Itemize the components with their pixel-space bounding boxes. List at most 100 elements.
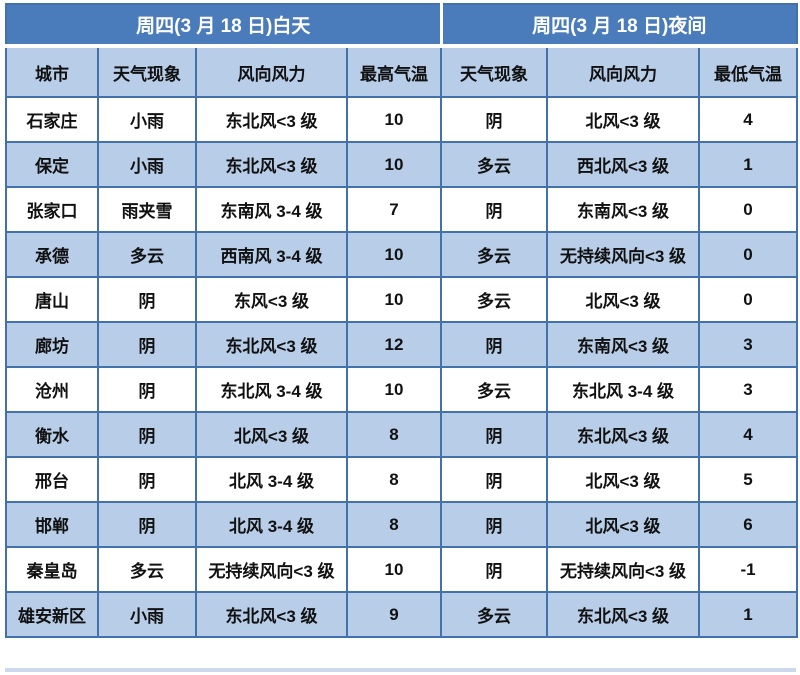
value-cell: 10 [345,276,443,323]
value-cell: 多云 [97,231,197,278]
city-cell: 唐山 [5,276,99,323]
column-header-3: 最高气温 [345,45,443,98]
value-cell: 东南风<3 级 [546,186,701,233]
value-cell: 东北风<3 级 [195,321,348,368]
value-cell: 北风 3-4 级 [195,456,348,503]
value-cell: 东北风<3 级 [546,591,701,638]
value-cell: 12 [345,321,443,368]
value-cell: 8 [345,501,443,548]
value-cell: 北风 3-4 级 [195,501,348,548]
column-header-6: 最低气温 [698,45,799,98]
value-cell: 8 [345,411,443,458]
value-cell: 东北风<3 级 [195,141,348,188]
value-cell: 阴 [440,501,549,548]
value-cell: 无持续风向<3 级 [195,546,348,593]
value-cell: 无持续风向<3 级 [546,546,701,593]
city-cell: 保定 [5,141,99,188]
value-cell: 小雨 [97,96,197,143]
value-cell: 东北风<3 级 [546,411,701,458]
city-cell: 秦皇岛 [5,546,99,593]
table-row: 秦皇岛 多云 无持续风向<3 级 10 阴无持续风向<3 级 -1 [5,546,799,593]
value-cell: 小雨 [97,141,197,188]
table-body: 石家庄 小雨 东北风<3 级 10 阴北风<3 级 4 保定 小雨 东北风<3 级 10 多云 西北风… [5,96,799,638]
value-cell: 10 [345,546,443,593]
value-cell: 东北风 3-4 级 [195,366,348,413]
partial-next-row [5,668,796,672]
value-cell: 阴 [97,366,197,413]
value-cell: 阴 [440,96,549,143]
value-cell: 0 [698,231,799,278]
value-cell: 阴 [97,321,197,368]
value-cell: 北风<3 级 [546,276,701,323]
value-cell: 东南风<3 级 [546,321,701,368]
city-cell: 承德 [5,231,99,278]
value-cell: 北风<3 级 [546,456,701,503]
day-band-header: 周四(3 月 18 日)白天 [4,3,443,48]
column-header-0: 城市 [5,45,99,98]
value-cell: 阴 [440,321,549,368]
value-cell: 阴 [440,186,549,233]
value-cell: 8 [345,456,443,503]
value-cell: 4 [698,96,799,143]
value-cell: 10 [345,141,443,188]
city-cell: 沧州 [5,366,99,413]
value-cell: 3 [698,321,799,368]
value-cell: 阴 [97,456,197,503]
value-cell: 9 [345,591,443,638]
value-cell: 10 [345,96,443,143]
value-cell: 北风<3 级 [195,411,348,458]
value-cell: 多云 [440,276,549,323]
value-cell: 雨夹雪 [97,186,197,233]
value-cell: 多云 [440,591,549,638]
value-cell: 东风<3 级 [195,276,348,323]
value-cell: 5 [698,456,799,503]
value-cell: 多云 [97,546,197,593]
value-cell: 10 [345,366,443,413]
city-cell: 衡水 [5,411,99,458]
value-cell: 西南风 3-4 级 [195,231,348,278]
night-band-header: 周四(3 月 18 日)夜间 [439,3,799,48]
value-cell: 阴 [440,411,549,458]
value-cell: 多云 [440,231,549,278]
value-cell: 北风<3 级 [546,501,701,548]
value-cell: 4 [698,411,799,458]
value-cell: 多云 [440,141,549,188]
city-cell: 邢台 [5,456,99,503]
value-cell: 6 [698,501,799,548]
city-cell: 雄安新区 [5,591,99,638]
value-cell: 0 [698,186,799,233]
value-cell: 东北风<3 级 [195,591,348,638]
value-cell: 3 [698,366,799,413]
value-cell: 10 [345,231,443,278]
value-cell: 无持续风向<3 级 [546,231,701,278]
value-cell: 阴 [97,276,197,323]
date-band-row: 周四(3 月 18 日)白天 周四(3 月 18 日)夜间 [4,3,799,48]
value-cell: -1 [698,546,799,593]
value-cell: 东北风 3-4 级 [546,366,701,413]
value-cell: 1 [698,591,799,638]
value-cell: 0 [698,276,799,323]
value-cell: 北风<3 级 [546,96,701,143]
weather-forecast-table: 周四(3 月 18 日)白天 周四(3 月 18 日)夜间 城市 天气现象 风向风力… [4,3,799,638]
city-cell: 邯郸 [5,501,99,548]
value-cell: 1 [698,141,799,188]
value-cell: 西北风<3 级 [546,141,701,188]
city-cell: 张家口 [5,186,99,233]
column-header-4: 天气现象 [440,45,549,98]
column-header-row: 城市 天气现象 风向风力 最高气温 天气现象 风向风力 最低气温 [5,45,799,98]
value-cell: 阴 [97,411,197,458]
column-header-1: 天气现象 [97,45,197,98]
column-header-2: 风向风力 [195,45,348,98]
value-cell: 小雨 [97,591,197,638]
